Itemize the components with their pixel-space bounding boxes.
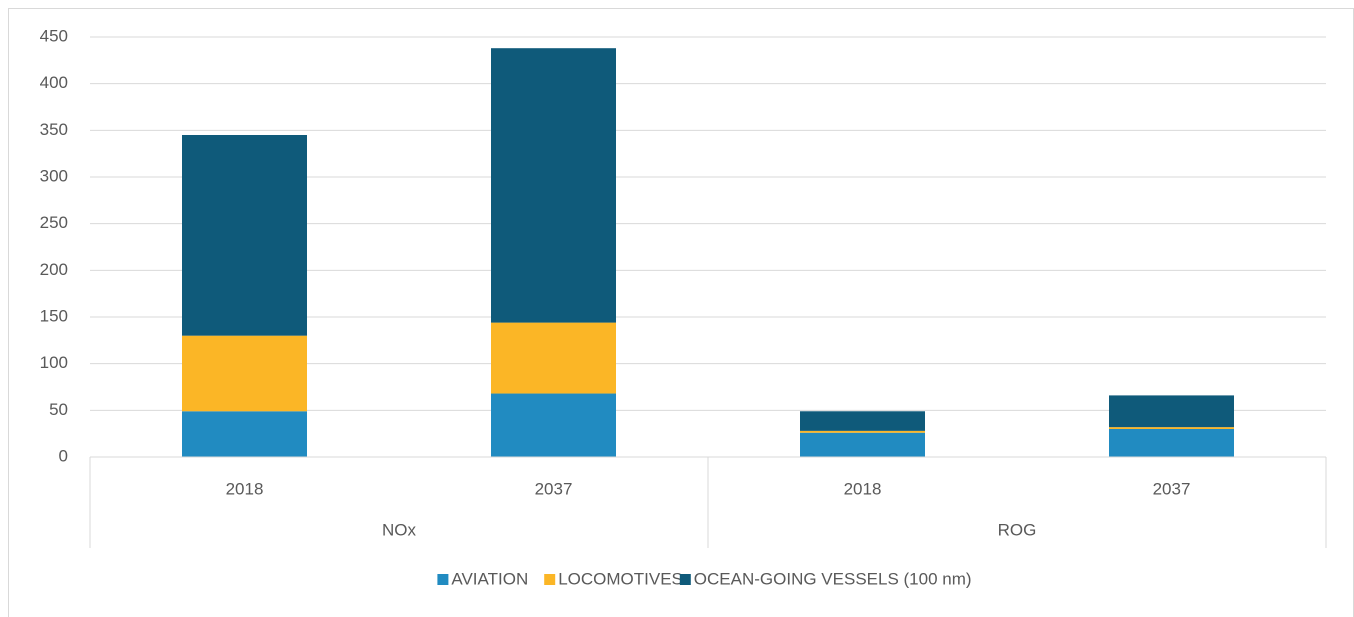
x-tick-label: 2037 [1153,479,1191,498]
y-tick-label: 50 [49,400,68,419]
bar-segment [491,393,616,457]
legend-swatch [544,574,556,585]
group-label: NOx [382,520,417,539]
legend-label: LOCOMOTIVES [558,569,683,588]
bar-segment [800,432,925,457]
legend-swatch [679,574,691,585]
x-tick-label: 2018 [226,479,264,498]
group-label: ROG [998,520,1037,539]
y-tick-label: 150 [40,306,68,325]
bar-segment [1109,395,1234,428]
y-tick-label: 350 [40,120,68,139]
y-tick-label: 250 [40,213,68,232]
bar-segment [800,411,925,431]
y-tick-label: 400 [40,73,68,92]
y-tick-label: 100 [40,353,68,372]
bar-segment [182,335,307,412]
legend-label: AVIATION [451,569,528,588]
legend-swatch [437,574,449,585]
bar-segment [182,411,307,457]
bar-segment [182,135,307,336]
bar-segment [1109,429,1234,457]
y-tick-label: 450 [40,26,68,45]
bar-segment [491,48,616,323]
bar-segment [800,430,925,433]
legend-label: OCEAN-GOING VESSELS (100 nm) [694,569,972,588]
bar-segment [491,322,616,394]
y-tick-label: 0 [59,446,68,465]
x-tick-label: 2018 [844,479,882,498]
y-tick-label: 200 [40,260,68,279]
y-tick-label: 300 [40,166,68,185]
bar-segment [1109,427,1234,429]
x-tick-label: 2037 [535,479,573,498]
